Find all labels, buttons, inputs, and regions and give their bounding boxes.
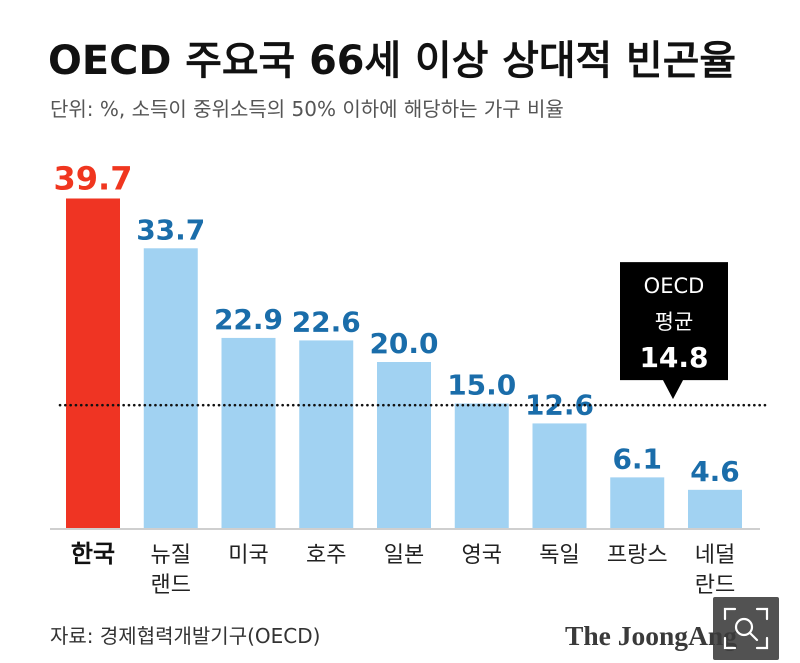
value-label-3: 22.9 bbox=[214, 303, 283, 336]
zoom-icon-corner-top-left[interactable] bbox=[723, 607, 737, 621]
category-label-5: 일본 bbox=[384, 543, 424, 568]
zoom-button-background[interactable] bbox=[713, 597, 779, 660]
bar-1 bbox=[66, 198, 120, 529]
zoom-icon-corner-bottom-right[interactable] bbox=[755, 636, 769, 650]
source-note: 자료: 경제협력개발기구(OECD) bbox=[50, 624, 320, 648]
category-label-3: 미국 bbox=[228, 543, 268, 568]
bar-series bbox=[66, 198, 742, 529]
chart-title: OECD 주요국 66세 이상 상대적 빈곤율 bbox=[48, 38, 736, 84]
category-label-7: 독일 bbox=[539, 543, 579, 568]
value-label-9: 4.6 bbox=[690, 455, 740, 488]
publisher-logo: The JoongAng bbox=[565, 621, 738, 651]
oecd-average-callout: OECD 평균 14.8 bbox=[620, 262, 728, 400]
category-label-1: 한국 bbox=[71, 540, 115, 568]
chart-subtitle: 단위: %, 소득이 중위소득의 50% 이하에 해당하는 가구 비율 bbox=[50, 97, 564, 121]
value-label-8: 6.1 bbox=[612, 442, 662, 475]
value-label-5: 20.0 bbox=[369, 327, 438, 360]
zoom-icon-corner-bottom-left[interactable] bbox=[723, 636, 737, 650]
value-label-6: 15.0 bbox=[447, 369, 516, 402]
bar-4 bbox=[299, 340, 354, 528]
value-label-2: 33.7 bbox=[136, 213, 205, 246]
zoom-icon-handle[interactable] bbox=[748, 631, 759, 642]
bar-3 bbox=[221, 337, 276, 528]
zoom-icon-lens[interactable] bbox=[734, 617, 754, 637]
category-label-8: 프랑스 bbox=[607, 543, 668, 568]
bar-9 bbox=[688, 489, 742, 528]
category-label-6: 영국 bbox=[462, 543, 502, 568]
bar-7 bbox=[532, 423, 587, 528]
callout-box bbox=[620, 262, 728, 400]
value-label-1: 39.7 bbox=[54, 159, 133, 197]
bar-2 bbox=[143, 248, 198, 529]
callout-label-line-1: OECD bbox=[644, 274, 705, 298]
category-label-9: 네덜 란드 bbox=[695, 543, 735, 598]
category-label-4: 호주 bbox=[306, 543, 346, 568]
category-labels: 한국 뉴질 랜드 미국 호주 일본 영국 독일 프랑스 네덜 란드 bbox=[71, 540, 735, 598]
category-label-2: 뉴질 랜드 bbox=[151, 543, 191, 598]
zoom-icon-corner-top-right[interactable] bbox=[755, 607, 769, 621]
value-label-4: 22.6 bbox=[292, 305, 361, 338]
callout-label-line-2: 평균 bbox=[655, 310, 694, 334]
zoom-button[interactable] bbox=[713, 597, 779, 660]
bar-8 bbox=[610, 477, 665, 528]
bar-6 bbox=[454, 403, 509, 528]
zoom-icon[interactable] bbox=[723, 607, 769, 650]
bar-5 bbox=[377, 362, 431, 528]
callout-value: 14.8 bbox=[639, 341, 708, 374]
value-labels: 39.733.722.9 22.620.015.012.66.1 4.6 bbox=[54, 159, 740, 487]
